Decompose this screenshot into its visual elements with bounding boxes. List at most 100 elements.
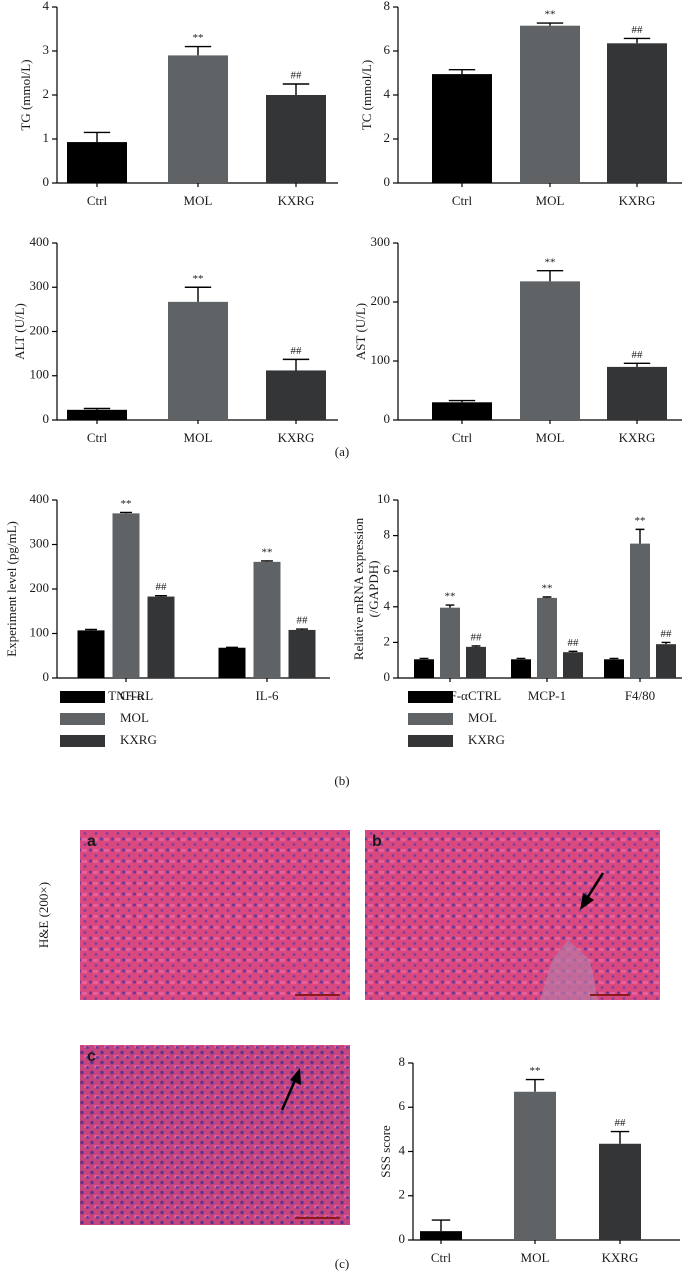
panel-label: (c) <box>335 1256 349 1271</box>
bar <box>168 301 228 420</box>
y-tick-label: 0 <box>384 669 391 684</box>
y-axis-label: (/GAPDH) <box>366 560 381 617</box>
x-tick-label: Ctrl <box>431 1250 452 1265</box>
bar <box>432 402 492 420</box>
x-tick-label: MCP-1 <box>528 688 566 703</box>
significance-label: ## <box>661 628 673 640</box>
significance-label: ** <box>635 515 646 527</box>
y-tick-label: 10 <box>377 491 390 506</box>
x-tick-label: KXRG <box>602 1250 639 1265</box>
legend-swatch <box>408 691 453 703</box>
error-bar <box>445 604 455 608</box>
bar <box>414 659 434 678</box>
significance-label: ## <box>297 615 309 627</box>
bar <box>77 630 105 678</box>
legend-label: MOL <box>120 710 149 725</box>
arrow <box>580 872 605 910</box>
bar <box>432 74 492 183</box>
image-label: a <box>87 833 96 850</box>
bar <box>67 142 127 183</box>
panel-label: (b) <box>334 773 349 788</box>
bar <box>168 55 228 183</box>
significance-label: ** <box>545 9 556 21</box>
error-bar <box>261 560 273 562</box>
legend-swatch <box>408 713 453 725</box>
error-bar <box>661 641 671 645</box>
bar <box>67 409 127 420</box>
y-axis-label: SSS score <box>378 1125 393 1178</box>
significance-label: ** <box>542 583 553 595</box>
error-bar <box>536 270 564 282</box>
error-bar <box>85 628 97 631</box>
error-bar <box>542 596 552 598</box>
error-bar <box>525 1078 545 1092</box>
legend-swatch <box>60 691 105 703</box>
y-tick-label: 0 <box>43 411 50 426</box>
significance-label: ** <box>193 32 204 44</box>
bar <box>604 659 624 678</box>
bar <box>599 1143 641 1240</box>
bar <box>537 597 557 678</box>
histology-image <box>365 830 660 1000</box>
histology-image <box>80 830 350 1000</box>
image-label: c <box>87 1048 96 1065</box>
stain-label: H&E (200×) <box>36 882 51 948</box>
legend-label: CTRL <box>120 688 153 703</box>
y-tick-label: 6 <box>399 1098 406 1113</box>
y-tick-label: 2 <box>384 130 391 145</box>
x-tick-label: KXRG <box>619 430 656 445</box>
error-bar <box>448 69 476 75</box>
y-tick-label: 4 <box>399 1142 406 1157</box>
x-tick-label: Ctrl <box>452 193 473 208</box>
x-tick-label: IL-6 <box>255 688 279 703</box>
bar <box>288 629 316 678</box>
bar <box>112 513 140 678</box>
x-tick-label: MOL <box>184 430 213 445</box>
x-tick-label: F4/80 <box>625 688 655 703</box>
x-tick-label: Ctrl <box>87 193 108 208</box>
significance-label: ** <box>193 273 204 285</box>
y-axis-label: TG (mmol/L) <box>18 59 33 130</box>
bar <box>563 652 583 678</box>
legend-swatch <box>60 713 105 725</box>
bar <box>218 647 246 678</box>
y-tick-label: 8 <box>384 527 391 542</box>
error-bar <box>610 1130 630 1144</box>
bar <box>514 1091 556 1240</box>
y-tick-label: 400 <box>30 234 50 249</box>
significance-label: ## <box>632 349 644 361</box>
error-bar <box>83 407 111 410</box>
bar <box>656 644 676 678</box>
y-tick-label: 200 <box>30 580 50 595</box>
error-bar <box>296 628 308 630</box>
vessel <box>540 940 598 1000</box>
error-bar <box>609 657 619 660</box>
bar <box>520 281 580 420</box>
y-tick-label: 100 <box>30 624 50 639</box>
legend-label: KXRG <box>468 732 505 747</box>
y-tick-label: 100 <box>371 352 391 367</box>
error-bar <box>83 131 111 143</box>
y-axis-label: Relative mRNA expression <box>351 517 366 660</box>
y-tick-label: 1 <box>43 130 50 145</box>
y-tick-label: 4 <box>384 86 391 101</box>
significance-label: ** <box>121 498 132 510</box>
x-tick-label: Ctrl <box>452 430 473 445</box>
significance-label: ## <box>291 70 303 82</box>
error-bar <box>184 45 212 56</box>
image-label: b <box>372 833 382 850</box>
y-tick-label: 2 <box>384 633 391 648</box>
y-tick-label: 100 <box>30 367 50 382</box>
bar <box>147 596 175 678</box>
bar <box>266 370 326 420</box>
legend-label: MOL <box>468 710 497 725</box>
x-tick-label: TNF-α <box>108 688 144 703</box>
error-bar <box>282 358 310 371</box>
x-tick-label: KXRG <box>278 193 315 208</box>
significance-label: ## <box>471 631 483 643</box>
bar <box>520 25 580 184</box>
significance-label: ** <box>262 546 273 558</box>
y-tick-label: 200 <box>30 322 50 337</box>
error-bar <box>568 650 578 653</box>
x-tick-label: KXRG <box>278 430 315 445</box>
